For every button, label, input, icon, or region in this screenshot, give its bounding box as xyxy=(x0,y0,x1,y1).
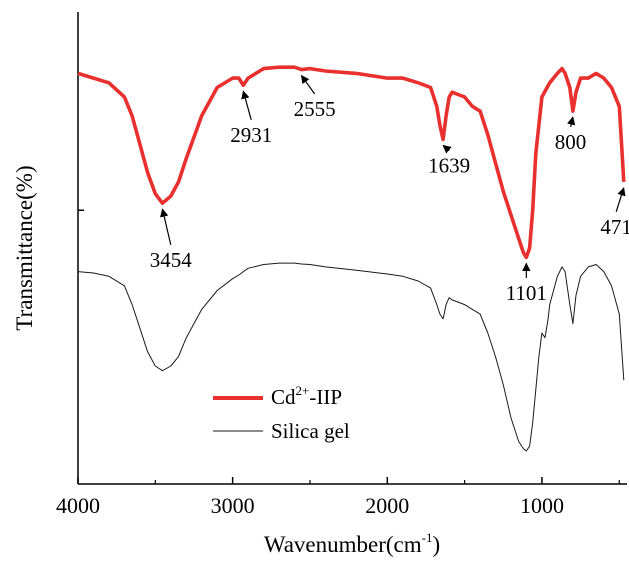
x-tick-label-2000: 2000 xyxy=(365,493,409,518)
annotation-arrow-2931 xyxy=(241,90,252,120)
x-tick-label-4000: 4000 xyxy=(56,493,100,518)
legend-label-silica-gel: Silica gel xyxy=(271,419,350,443)
annotation-label-471: 471 xyxy=(600,215,629,239)
annotation-label-2555: 2555 xyxy=(294,97,336,121)
legend-name-cd: Cd xyxy=(271,385,296,409)
annotation-label-3454: 3454 xyxy=(150,248,193,272)
annotation-layer: 3454 2931 2555 1639 800 1101 471 xyxy=(150,74,629,305)
x-axis-title-main: Wavenumber(cm xyxy=(264,532,422,557)
y-axis-title: Transmittance(%) xyxy=(12,165,37,330)
x-axis-title-sup: -1 xyxy=(422,530,433,545)
annotation-label-1639: 1639 xyxy=(428,153,470,177)
legend-suffix-cd: -IIP xyxy=(309,385,342,409)
legend-label-cd-iip: Cd2+-IIP xyxy=(271,383,342,409)
plot-frame xyxy=(77,12,627,485)
series-layer xyxy=(77,65,626,452)
legend: Cd2+-IIP Silica gel xyxy=(213,383,350,443)
x-axis-title-close: ) xyxy=(432,532,440,557)
x-tick-label-3000: 3000 xyxy=(211,493,255,518)
series-line-1 xyxy=(77,262,625,452)
annotation-arrow-800 xyxy=(567,116,576,128)
annotation-label-800: 800 xyxy=(555,130,587,154)
x-axis-title: Wavenumber(cm-1) xyxy=(264,530,440,557)
annotation-arrow-3454 xyxy=(160,208,172,246)
x-tick-label-1000: 1000 xyxy=(520,493,564,518)
annotation-label-1101: 1101 xyxy=(506,281,547,305)
series-line-0 xyxy=(77,65,626,260)
tick-layer: 4000 3000 2000 1000 xyxy=(56,477,620,518)
annotation-arrow-1639 xyxy=(442,144,452,154)
annotation-arrow-2555 xyxy=(300,74,316,95)
annotation-arrow-471 xyxy=(615,187,626,213)
annotation-label-2931: 2931 xyxy=(230,123,272,147)
legend-sup-cd: 2+ xyxy=(296,383,310,398)
